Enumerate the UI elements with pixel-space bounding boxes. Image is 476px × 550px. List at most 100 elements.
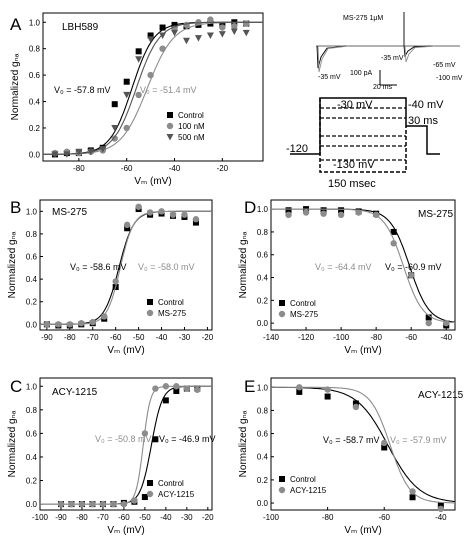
x-tick-label: -50	[139, 513, 151, 522]
protocol-top-label: -30 mV	[337, 99, 373, 111]
legend-marker	[166, 134, 174, 141]
y-tick-label: 0.2	[257, 296, 269, 305]
x-tick-label: -70	[97, 513, 109, 522]
legend-label: Control	[290, 475, 316, 484]
x-tick-label: -40	[440, 333, 452, 342]
legend-label: MS-275	[158, 309, 187, 318]
y-axis-label: Normalized gₙₐ	[238, 410, 249, 477]
data-point	[243, 20, 250, 27]
legend-label: Control	[290, 299, 316, 308]
x-tick-label: -120	[298, 333, 315, 342]
data-point	[390, 240, 397, 247]
y-tick-label: 0.4	[26, 275, 38, 284]
data-point	[75, 148, 83, 156]
data-point	[57, 500, 65, 508]
x-axis-label: Vₘ (mV)	[344, 525, 381, 536]
data-point	[285, 207, 292, 214]
y-tick-label: 0.8	[257, 228, 269, 237]
trace-test-control	[403, 45, 435, 58]
data-point	[352, 400, 359, 407]
protocol-bottom-label: -130 mV	[333, 159, 375, 171]
x-axis-label: Vₘ (mV)	[107, 525, 144, 536]
data-point	[206, 32, 214, 39]
inset-title: MS-275 1μM	[343, 15, 383, 22]
data-point	[443, 319, 450, 327]
inset-background	[312, 4, 462, 86]
panel-c: -100 -90 -80 -70 -60 -50 -40 -30 -20 0.0 0.2 0.4 0.6…	[7, 377, 216, 536]
data-point	[101, 313, 108, 320]
y-tick-label: 0.0	[26, 320, 38, 329]
panel-letter: D	[244, 198, 256, 217]
data-point	[147, 32, 154, 39]
x-tick-label: -60	[378, 513, 390, 522]
v0-control-label: V₀ = -58.6 mV	[70, 262, 127, 272]
x-tick-label: -90	[41, 333, 53, 342]
data-point	[123, 78, 130, 85]
data-point	[78, 320, 85, 327]
data-point	[407, 272, 415, 279]
data-point	[51, 151, 59, 158]
plot-frame	[270, 377, 456, 511]
data-point	[381, 439, 388, 447]
panel-title: ACY-1215	[418, 390, 464, 401]
x-tick-label: -40	[160, 513, 172, 522]
y-tick-label: 0.6	[257, 430, 269, 439]
data-point	[159, 32, 167, 39]
v0-treated-label: V₀ = -50.8 mV	[95, 434, 152, 444]
data-point	[123, 91, 131, 99]
data-point	[120, 500, 128, 508]
x-tick-label: -80	[64, 333, 76, 342]
data-point	[437, 502, 444, 509]
x-tick-label: -100	[32, 513, 49, 522]
y-tick-label: 0.0	[257, 499, 269, 508]
panel-a: -80 -60 -40 -20 0.0 0.2 0.4 0.6 0.8 1.0 Vₘ (mV) Nor…	[10, 12, 264, 187]
data-point	[147, 36, 155, 43]
v0-control-label: V₀ = -46.9 mV	[159, 434, 216, 444]
y-tick-label: 0.4	[26, 453, 38, 462]
v0-control-label: V₀ = -57.8 mV	[54, 85, 111, 95]
data-point	[437, 505, 445, 513]
data-point	[141, 430, 149, 437]
data-point	[123, 221, 131, 229]
x-tick-label: -20	[217, 164, 229, 173]
data-point	[390, 228, 397, 235]
scale-bar-time-label: 20 ms	[373, 84, 393, 91]
data-point	[152, 385, 159, 392]
data-point	[135, 56, 143, 63]
y-tick-label: 0.6	[29, 71, 41, 80]
data-point	[355, 209, 362, 216]
panel-letter: A	[10, 15, 22, 34]
data-point	[338, 207, 345, 214]
trace-label: -100 mV	[436, 75, 463, 82]
data-point	[55, 321, 62, 328]
data-point	[124, 225, 131, 232]
x-tick-label: -100	[333, 333, 350, 342]
data-point	[135, 91, 142, 99]
y-axis-label: Normalized gₙₐ	[238, 231, 249, 298]
data-point	[89, 318, 96, 326]
x-tick-label: -100	[263, 513, 280, 522]
data-point	[135, 48, 142, 55]
fit-curve	[40, 385, 212, 505]
legend-label: ACY-1215	[158, 490, 195, 499]
legend-marker	[279, 300, 285, 306]
panel-title: ACY-1215	[52, 387, 98, 398]
data-point	[162, 397, 169, 404]
data-point	[158, 208, 165, 215]
panel-e: -100 -80 -60 -40 0.0 0.2 0.4 0.6 0.8 1.0 Vₘ (mV) No…	[238, 377, 464, 536]
data-point	[242, 29, 250, 37]
y-tick-label: 0.2	[26, 298, 38, 307]
y-tick-label: 0.6	[26, 253, 38, 262]
y-tick-label: 0.4	[257, 453, 269, 462]
data-point	[43, 321, 51, 328]
legend-marker	[147, 299, 153, 305]
protocol-trace	[290, 97, 440, 155]
data-point	[183, 21, 190, 29]
data-point	[171, 29, 179, 37]
legend-marker	[278, 310, 286, 318]
x-tick-label: -60	[110, 333, 122, 342]
legend-label: 500 nM	[178, 133, 205, 142]
data-point	[173, 383, 180, 390]
data-point	[231, 23, 238, 30]
inset-traces: MS-275 1μM -35 mV -35 mV -65 mV -100 mV 100 p…	[312, 4, 463, 91]
